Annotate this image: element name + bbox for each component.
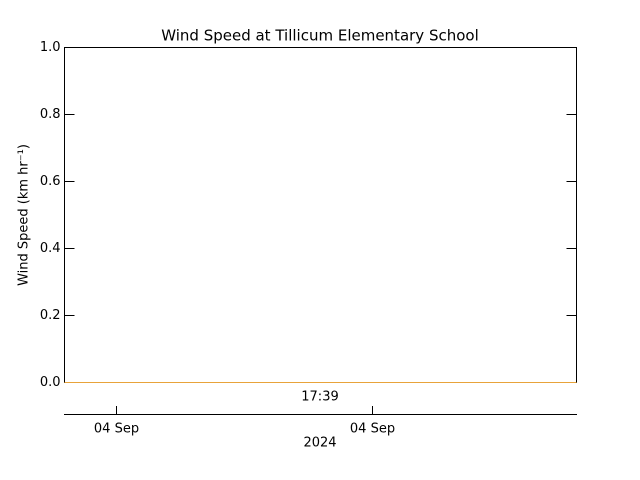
y-tick-label: 0.0 bbox=[40, 375, 61, 390]
y-axis-label: Wind Speed (km hr⁻¹) bbox=[17, 144, 32, 286]
y-tick-label: 0.8 bbox=[40, 107, 61, 122]
y-tick-label: 0.2 bbox=[40, 308, 61, 323]
date-label: 2024 bbox=[303, 436, 336, 451]
y-tick-label: 0.6 bbox=[40, 174, 61, 189]
y-tick-label: 1.0 bbox=[40, 40, 61, 55]
chart-title: Wind Speed at Tillicum Elementary School bbox=[161, 27, 479, 45]
date-tick-label: 04 Sep bbox=[94, 422, 139, 437]
time-label: 17:39 bbox=[301, 390, 338, 405]
date-tick-label: 04 Sep bbox=[350, 422, 395, 437]
y-tick-label: 0.4 bbox=[40, 241, 61, 256]
